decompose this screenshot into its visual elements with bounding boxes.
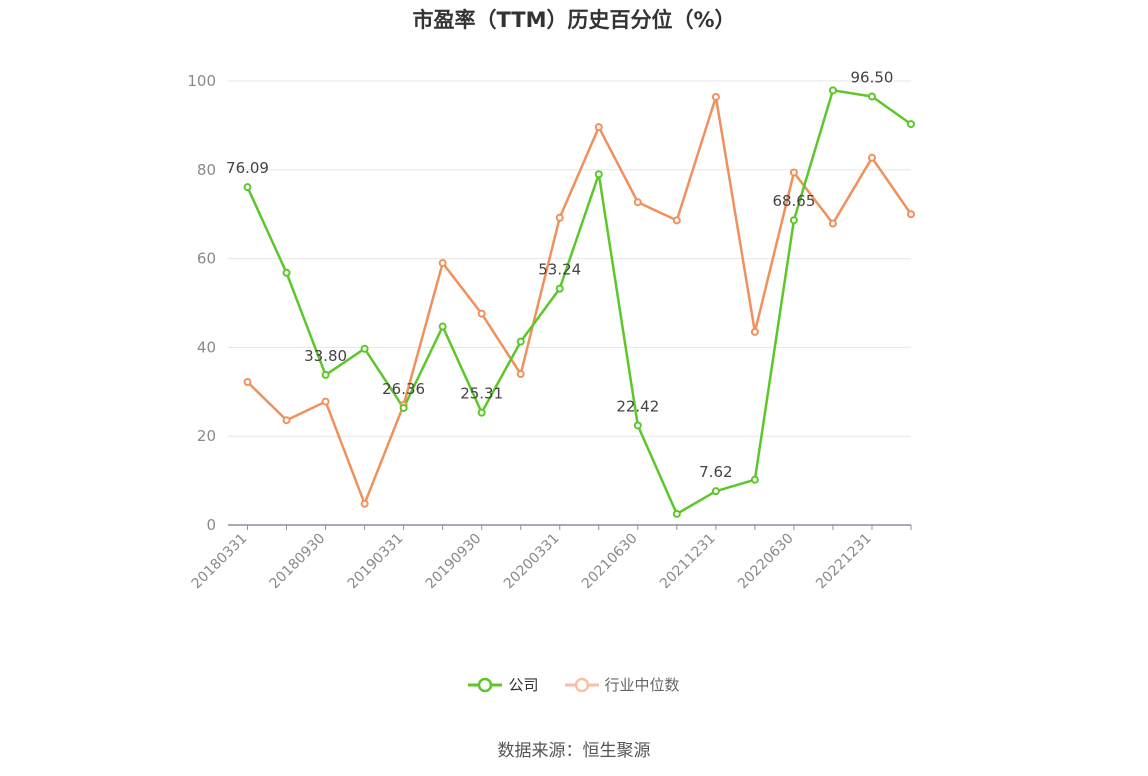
x-axis: 20180331 20180930 20190331 20190930 20200331… xyxy=(189,524,912,593)
x-tick-label: 20211231 xyxy=(657,531,719,593)
data-point xyxy=(555,284,564,293)
data-point xyxy=(282,268,291,277)
legend-item-company[interactable]: 公司 xyxy=(468,674,539,695)
data-point xyxy=(672,509,681,518)
x-tick-label: 20220630 xyxy=(735,531,797,593)
legend-marker-industry xyxy=(564,677,599,692)
data-point xyxy=(789,168,798,177)
data-point xyxy=(321,397,330,406)
data-point xyxy=(750,475,759,484)
data-label: 7.62 xyxy=(699,463,732,481)
data-label: 76.09 xyxy=(226,159,269,177)
data-point xyxy=(516,370,525,379)
legend-marker-company xyxy=(468,677,503,692)
data-point xyxy=(594,170,603,179)
data-point xyxy=(789,216,798,225)
series-points xyxy=(243,86,915,518)
data-label: 26.36 xyxy=(382,380,425,398)
data-point xyxy=(907,120,915,129)
data-point xyxy=(907,210,915,219)
data-point xyxy=(321,370,330,379)
data-point xyxy=(555,213,564,222)
data-labels: 76.09 33.80 26.36 25.31 53.24 22.42 7.62 68.65 9… xyxy=(226,69,893,482)
data-point xyxy=(360,344,369,353)
data-point xyxy=(360,499,369,508)
y-tick-label: 0 xyxy=(206,516,216,534)
data-label: 53.24 xyxy=(538,261,581,279)
legend-label-industry: 行业中位数 xyxy=(604,676,680,694)
x-tick-label: 20190331 xyxy=(345,531,407,593)
chart-title: 市盈率（TTM）历史百分位（%） xyxy=(412,8,736,32)
data-point xyxy=(867,153,876,162)
data-point xyxy=(438,322,447,331)
data-point xyxy=(633,198,642,207)
y-tick-label: 40 xyxy=(197,338,216,356)
data-point xyxy=(633,421,642,430)
x-tick-label: 20180331 xyxy=(189,531,251,593)
data-point xyxy=(750,327,759,336)
data-point xyxy=(477,408,486,417)
data-point xyxy=(711,487,720,496)
legend: 公司 行业中位数 xyxy=(0,674,1148,695)
data-label: 96.50 xyxy=(850,69,893,87)
data-point xyxy=(516,337,525,346)
data-point xyxy=(867,92,876,101)
data-point xyxy=(828,219,837,228)
y-tick-label: 60 xyxy=(197,250,216,268)
data-point xyxy=(711,92,720,101)
y-axis-ticks: 0 20 40 60 80 100 xyxy=(187,72,216,534)
x-tick-label: 20210630 xyxy=(579,531,641,593)
y-tick-label: 20 xyxy=(197,427,216,445)
legend-label-company: 公司 xyxy=(508,676,539,694)
series-line-industry xyxy=(246,95,913,505)
data-point xyxy=(438,259,447,268)
data-source: 数据来源：恒生聚源 xyxy=(497,741,651,761)
x-tick-label: 20190930 xyxy=(423,531,485,593)
y-tick-label: 100 xyxy=(187,72,216,90)
data-label: 22.42 xyxy=(616,397,659,415)
x-tick-label: 20221231 xyxy=(813,531,875,593)
data-point xyxy=(399,403,408,412)
data-point xyxy=(282,416,291,425)
data-label: 25.31 xyxy=(460,385,503,403)
data-point xyxy=(243,183,252,192)
y-tick-label: 80 xyxy=(197,161,216,179)
data-point xyxy=(828,86,837,95)
data-label: 68.65 xyxy=(772,192,815,210)
data-label: 33.80 xyxy=(304,347,347,365)
data-point xyxy=(477,309,486,318)
x-tick-label: 20180930 xyxy=(267,531,329,593)
data-point xyxy=(672,216,681,225)
legend-item-industry[interactable]: 行业中位数 xyxy=(564,674,680,695)
series-line-company xyxy=(246,89,912,516)
data-point xyxy=(243,378,252,387)
data-point xyxy=(594,123,603,132)
x-tick-label: 20200331 xyxy=(501,531,563,593)
series-lines xyxy=(246,89,913,516)
